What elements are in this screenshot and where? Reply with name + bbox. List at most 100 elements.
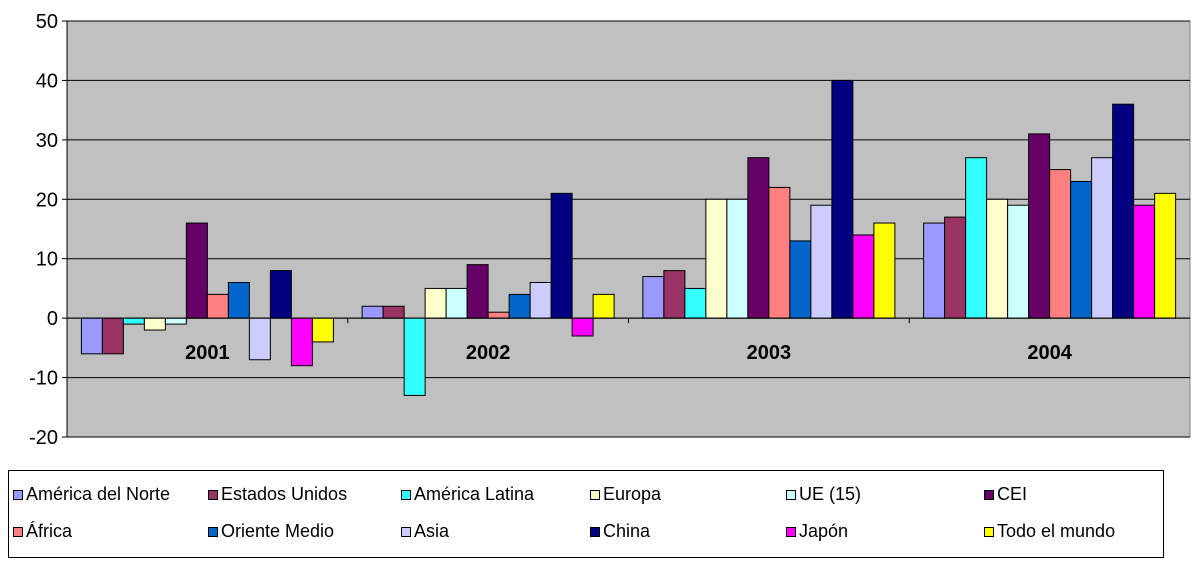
bar-2002-11 [592,293,615,319]
legend-label: Europa [603,484,662,504]
bar-2004-9 [1112,103,1135,319]
bar-2003-8 [810,204,833,319]
y-tick-label: 0 [47,308,58,330]
y-tick-label: 20 [36,189,58,211]
bar-2003-4 [726,198,749,319]
bar-2004-7 [1070,180,1093,319]
legend-label: Oriente Medio [221,521,335,541]
bar-2003-11 [873,222,896,319]
y-tick-label: 10 [36,249,58,271]
bar-2003-5 [747,157,770,319]
legend-swatch [786,526,796,537]
bar-2001-8 [248,317,271,361]
y-tick-label: 40 [36,70,58,92]
bar-2004-11 [1154,192,1177,319]
legend-swatch [984,526,994,537]
bar-2004-4 [1007,204,1030,319]
legend-label: América Latina [414,484,535,504]
category-label: 2001 [185,342,230,364]
bar-2002-2 [403,317,426,396]
axes [66,21,1190,437]
legend-item: Asia [401,521,449,542]
bar-2003-1 [663,270,686,319]
bar-2001-6 [206,293,229,319]
bar-2001-7 [227,281,250,319]
legend-item: América Latina [401,484,534,505]
bar-2003-7 [789,240,812,319]
bar-2002-9 [550,192,573,319]
legend-swatch [401,526,411,537]
legend-item: Japón [786,521,848,542]
bar-2002-5 [466,264,489,319]
bar-2002-10 [571,317,594,337]
legend-swatch [208,526,218,537]
bar-2001-10 [290,317,313,367]
legend-item: África [13,521,72,542]
bar-2001-1 [101,317,124,355]
legend-item: Europa [590,484,661,505]
bar-2001-0 [80,317,103,355]
legend-label: China [603,521,651,541]
bar-2001-9 [269,270,292,319]
legend-item: América del Norte [13,484,170,505]
legend-item: China [590,521,650,542]
bar-2003-6 [768,186,791,319]
bar-2001-3 [143,317,166,331]
legend-label: América del Norte [26,484,171,504]
bar-2001-5 [185,222,208,319]
y-tick-label: -10 [29,368,58,390]
bar-2003-10 [852,234,875,319]
y-tick-labels: 50 40 30 20 10 0 -10 -20 [29,11,58,449]
category-label: 2002 [466,342,511,364]
category-labels: 2001 2002 2003 2004 [185,342,1073,364]
legend-swatch [590,489,600,500]
bar-2001-2 [122,317,145,325]
legend-item: Todo el mundo [984,521,1115,542]
bar-2002-0 [361,305,384,319]
legend-swatch [208,489,218,500]
legend-label: Todo el mundo [997,521,1116,541]
bar-2001-4 [164,317,187,325]
bar-2003-9 [831,79,854,319]
bar-2003-3 [705,198,728,319]
bar-2004-6 [1049,169,1072,319]
bar-2004-2 [965,157,988,319]
bar-2004-1 [944,216,967,319]
bar-2003-0 [642,276,665,319]
bar-2002-7 [508,293,531,319]
bar-series [80,79,1177,396]
legend-swatch [13,489,23,500]
bar-2002-4 [445,287,468,319]
legend-label: África [26,521,73,541]
legend-label: CEI [997,484,1028,504]
bar-2004-8 [1091,157,1114,319]
legend-label: Estados Unidos [221,484,348,504]
legend-item: UE (15) [786,484,861,505]
legend-label: UE (15) [799,484,862,504]
category-label: 2004 [1027,342,1072,364]
bar-2002-6 [487,311,510,319]
bar-2002-1 [382,305,405,319]
y-tick-label: -20 [29,427,58,449]
legend-swatch [984,489,994,500]
bar-2002-8 [529,281,552,319]
bar-2004-3 [986,198,1009,319]
legend-swatch [401,489,411,500]
y-tick-label: 30 [36,130,58,152]
category-label: 2003 [747,342,792,364]
bar-2004-10 [1133,204,1156,319]
chart-canvas: 50 40 30 20 10 0 -10 -20 2001 2002 2003 2004 [29,11,1191,449]
bar-2002-3 [424,287,447,319]
legend-item: Oriente Medio [208,521,334,542]
legend: América del Norte Estados Unidos América L… [8,470,1164,558]
y-tick-label: 50 [36,11,58,33]
legend-swatch [786,489,796,500]
bar-2003-2 [684,287,707,319]
legend-swatch [13,526,23,537]
legend-item: Estados Unidos [208,484,347,505]
bar-2001-11 [311,317,334,343]
bar-2004-0 [923,222,946,319]
bar-2004-5 [1028,133,1051,319]
legend-swatch [590,526,600,537]
legend-item: CEI [984,484,1027,505]
